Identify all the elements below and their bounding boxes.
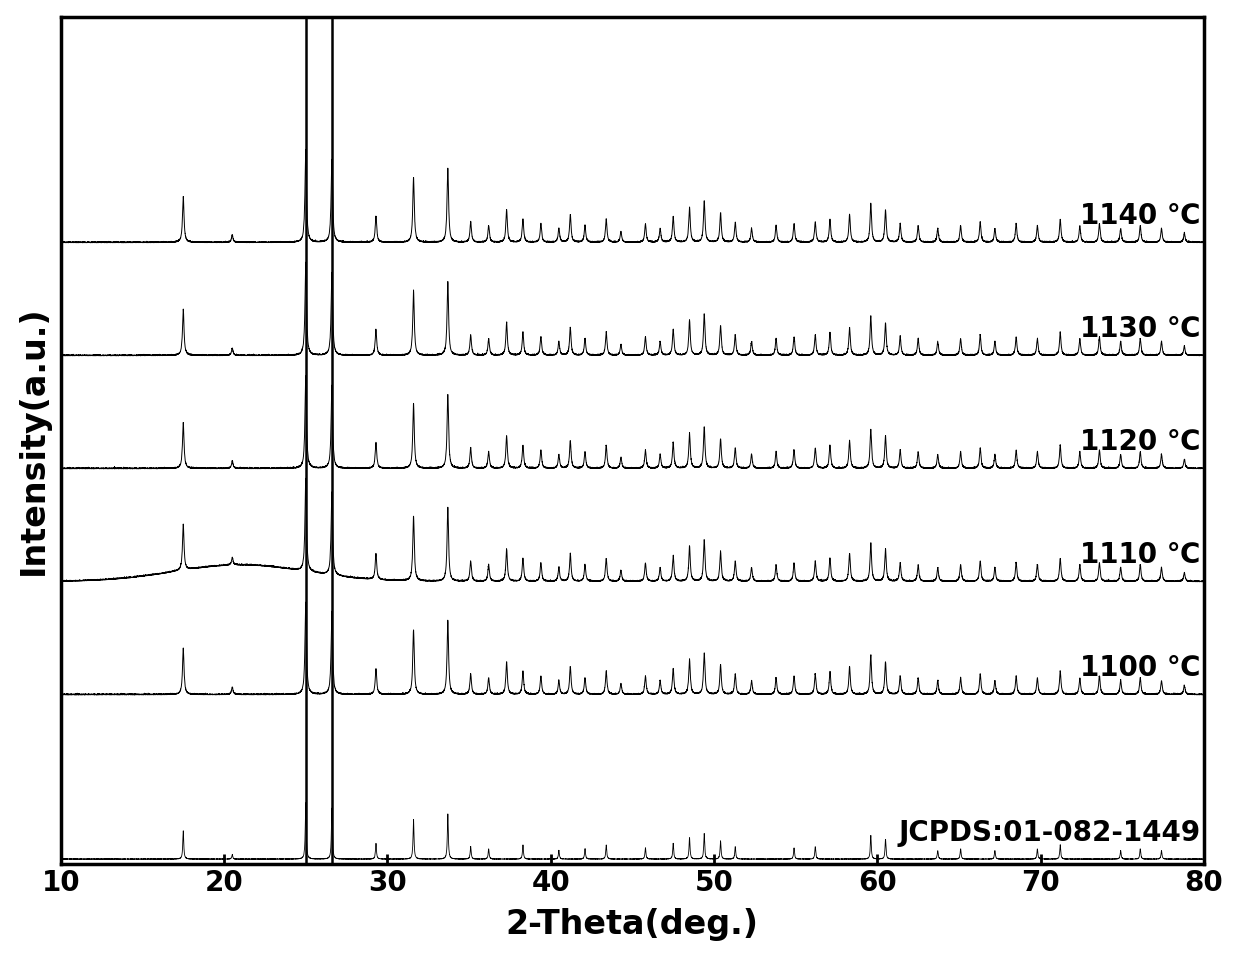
Text: 1120 ℃: 1120 ℃: [1080, 428, 1200, 456]
Text: 1110 ℃: 1110 ℃: [1080, 541, 1200, 569]
Text: 1130 ℃: 1130 ℃: [1080, 315, 1200, 343]
X-axis label: 2-Theta(deg.): 2-Theta(deg.): [506, 908, 759, 942]
Y-axis label: Intensity(a.u.): Intensity(a.u.): [16, 306, 50, 576]
Text: 1100 ℃: 1100 ℃: [1080, 654, 1200, 682]
Text: 1140 ℃: 1140 ℃: [1080, 202, 1200, 230]
Text: JCPDS:01-082-1449: JCPDS:01-082-1449: [899, 819, 1200, 847]
